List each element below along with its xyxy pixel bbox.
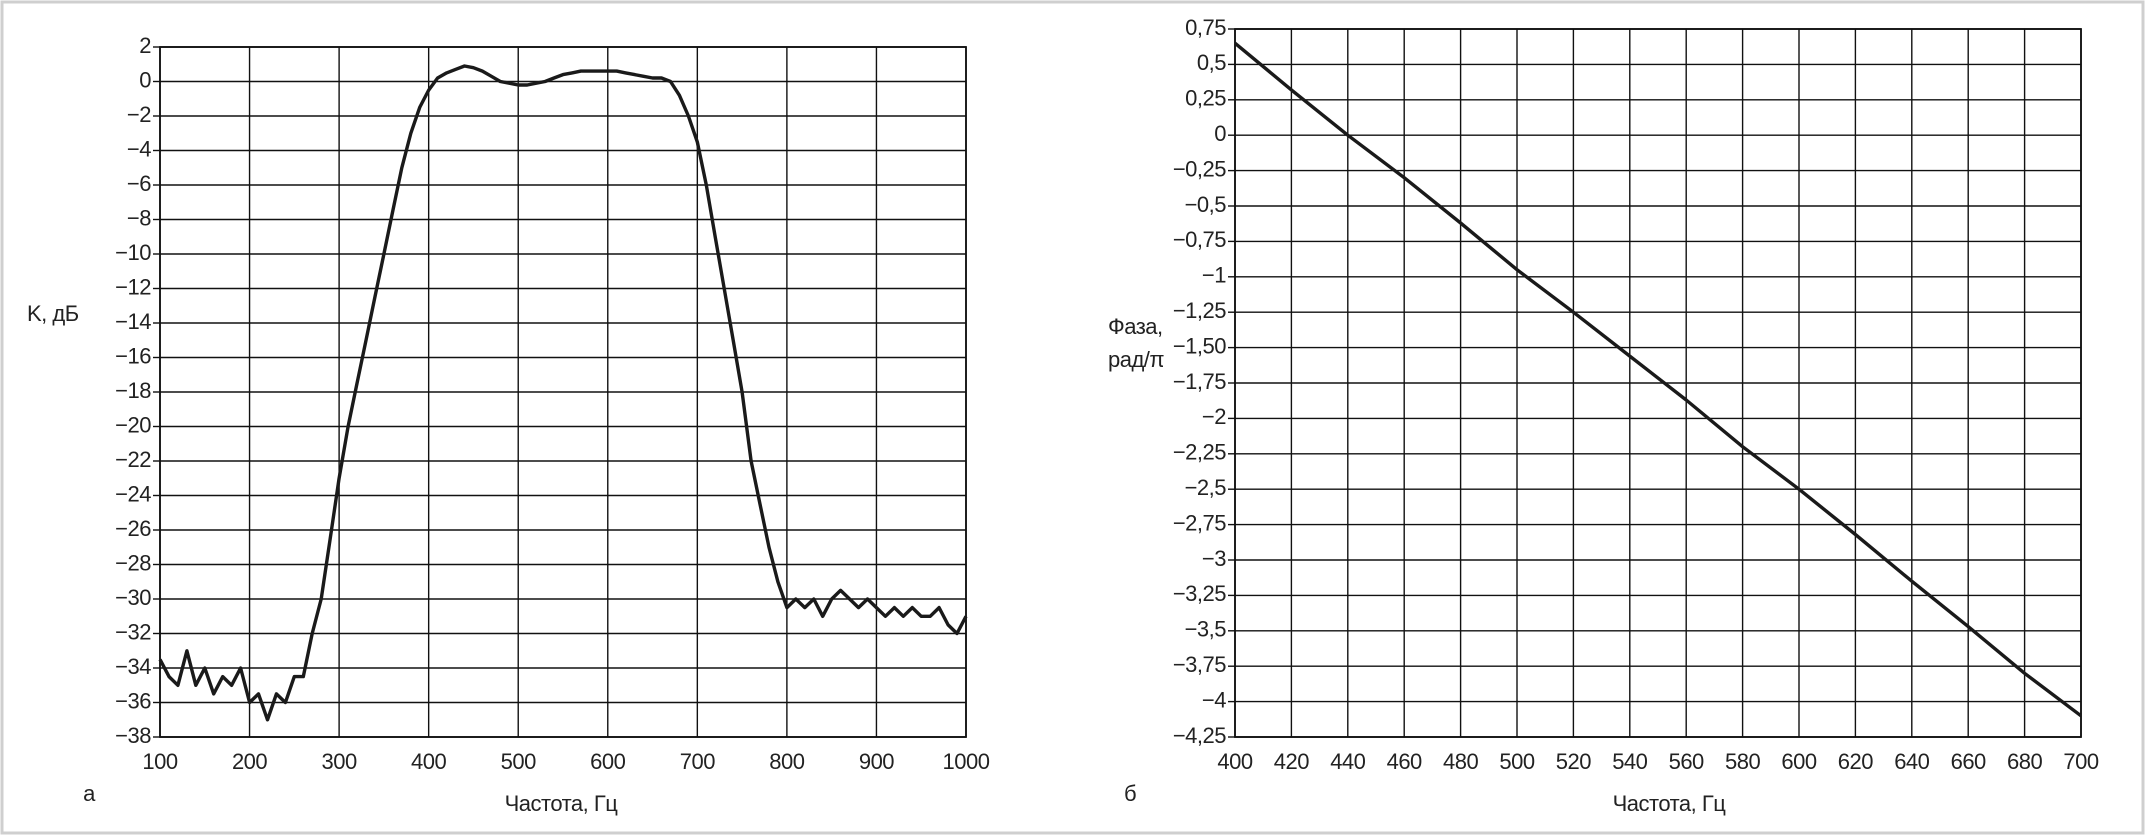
x-tick-label: 1000 <box>943 749 990 774</box>
y-tick-label: −2 <box>1202 404 1226 429</box>
y-tick-label: −3 <box>1202 546 1226 571</box>
y-tick-label: −3,75 <box>1173 652 1226 677</box>
y-tick-label: −14 <box>115 309 151 334</box>
y-tick-label: −1,75 <box>1173 369 1226 394</box>
y-tick-label: −34 <box>115 654 151 679</box>
y-tick-label: −4 <box>1202 687 1226 712</box>
x-tick-label: 500 <box>1499 749 1534 774</box>
x-tick-label: 700 <box>2063 749 2098 774</box>
y-tick-label: −20 <box>115 412 151 437</box>
y-tick-label: 0,5 <box>1197 50 1226 75</box>
y-tick-label: 0 <box>139 67 151 92</box>
x-tick-label: 460 <box>1387 749 1422 774</box>
x-tick-label: 640 <box>1894 749 1929 774</box>
x-tick-label: 660 <box>1951 749 1986 774</box>
x-tick-label: 440 <box>1330 749 1365 774</box>
y-tick-label: −4,25 <box>1173 723 1226 748</box>
y-tick-label: −26 <box>115 516 151 541</box>
y-tick-label: −3,25 <box>1173 581 1226 606</box>
y-tick-label: −36 <box>115 688 151 713</box>
x-tick-label: 560 <box>1669 749 1704 774</box>
y-tick-label: −12 <box>115 274 151 299</box>
y-tick-label: −0,5 <box>1185 192 1227 217</box>
y-tick-label: −22 <box>115 447 151 472</box>
plot-frame <box>159 46 967 738</box>
x-tick-label: 900 <box>859 749 894 774</box>
y-tick-label: −2 <box>127 102 151 127</box>
y-tick-label: −28 <box>115 550 151 575</box>
y-tick-label: −16 <box>115 343 151 368</box>
x-tick-label: 300 <box>322 749 357 774</box>
y-axis-label: рад/π <box>1108 347 1164 372</box>
x-axis-label: Частота, Гц <box>1613 791 1727 816</box>
x-tick-label: 400 <box>1217 749 1252 774</box>
x-tick-label: 680 <box>2007 749 2042 774</box>
y-tick-label: −4 <box>127 136 151 161</box>
y-tick-label: −1 <box>1202 263 1226 288</box>
plot-frame <box>1234 28 2082 738</box>
y-tick-label: −0,25 <box>1173 156 1226 181</box>
x-axis-label: Частота, Гц <box>505 791 619 816</box>
data-line <box>158 64 968 722</box>
y-tick-label: −32 <box>115 619 151 644</box>
y-tick-label: −38 <box>115 723 151 748</box>
x-tick-label: 700 <box>680 749 715 774</box>
x-tick-label: 420 <box>1274 749 1309 774</box>
y-tick-label: −6 <box>127 171 151 196</box>
panel-label: а <box>83 781 96 806</box>
x-tick-label: 500 <box>501 749 536 774</box>
y-tick-label: −2,75 <box>1173 510 1226 535</box>
y-tick-label: −2,25 <box>1173 440 1226 465</box>
y-tick-label: 0,75 <box>1185 15 1226 40</box>
panel-label: б <box>1124 781 1136 806</box>
data-line <box>1233 41 2083 718</box>
y-axis-label: K, дБ <box>27 301 79 326</box>
x-tick-label: 100 <box>142 749 177 774</box>
y-tick-label: −1,25 <box>1173 298 1226 323</box>
y-tick-label: 2 <box>139 33 151 58</box>
y-tick-label: −3,5 <box>1185 617 1227 642</box>
x-tick-label: 520 <box>1556 749 1591 774</box>
y-tick-label: −8 <box>127 205 151 230</box>
x-tick-label: 800 <box>769 749 804 774</box>
x-tick-label: 620 <box>1838 749 1873 774</box>
x-tick-label: 600 <box>590 749 625 774</box>
y-tick-label: −0,75 <box>1173 227 1226 252</box>
y-tick-label: −24 <box>115 481 151 506</box>
y-tick-label: −18 <box>115 378 151 403</box>
x-tick-label: 200 <box>232 749 267 774</box>
y-tick-label: −1,50 <box>1173 333 1226 358</box>
x-tick-label: 600 <box>1781 749 1816 774</box>
x-tick-label: 580 <box>1725 749 1760 774</box>
x-tick-label: 400 <box>411 749 446 774</box>
y-tick-label: −30 <box>115 585 151 610</box>
y-tick-label: −10 <box>115 240 151 265</box>
y-axis-label: Фаза, <box>1108 314 1163 339</box>
x-tick-label: 480 <box>1443 749 1478 774</box>
y-tick-label: 0 <box>1214 121 1226 146</box>
y-tick-label: −2,5 <box>1185 475 1227 500</box>
y-tick-label: 0,25 <box>1185 86 1226 111</box>
x-tick-label: 540 <box>1612 749 1647 774</box>
